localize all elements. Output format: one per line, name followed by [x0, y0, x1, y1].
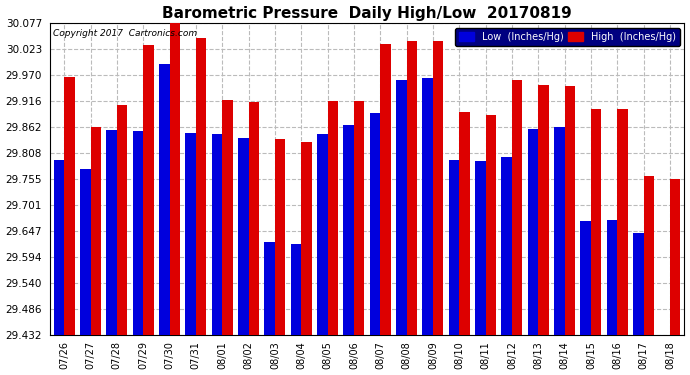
Legend: Low  (Inches/Hg), High  (Inches/Hg): Low (Inches/Hg), High (Inches/Hg) — [455, 28, 680, 46]
Bar — [460, 112, 470, 335]
Bar — [448, 160, 460, 335]
Bar — [159, 64, 170, 335]
Bar — [144, 45, 154, 335]
Bar — [344, 125, 354, 335]
Bar — [633, 233, 644, 335]
Bar — [222, 100, 233, 335]
Bar — [106, 130, 117, 335]
Bar — [380, 44, 391, 335]
Bar — [275, 139, 286, 335]
Bar — [64, 77, 75, 335]
Bar — [317, 134, 328, 335]
Bar — [512, 80, 522, 335]
Bar — [433, 41, 444, 335]
Title: Barometric Pressure  Daily High/Low  20170819: Barometric Pressure Daily High/Low 20170… — [162, 6, 572, 21]
Bar — [238, 138, 248, 335]
Bar — [528, 129, 538, 335]
Bar — [302, 142, 312, 335]
Bar — [170, 23, 180, 335]
Bar — [90, 127, 101, 335]
Bar — [54, 159, 64, 335]
Bar — [248, 102, 259, 335]
Bar — [475, 161, 486, 335]
Bar — [564, 86, 575, 335]
Bar — [607, 220, 618, 335]
Bar — [396, 80, 406, 335]
Bar — [406, 41, 417, 335]
Bar — [117, 105, 128, 335]
Bar — [370, 112, 380, 335]
Bar — [644, 176, 654, 335]
Bar — [554, 127, 564, 335]
Text: Copyright 2017  Cartronics.com: Copyright 2017 Cartronics.com — [53, 29, 197, 38]
Bar — [502, 157, 512, 335]
Bar — [196, 38, 206, 335]
Bar — [538, 84, 549, 335]
Bar — [486, 115, 496, 335]
Bar — [328, 101, 338, 335]
Bar — [264, 242, 275, 335]
Bar — [132, 132, 144, 335]
Bar — [422, 78, 433, 335]
Bar — [186, 133, 196, 335]
Bar — [618, 109, 628, 335]
Bar — [212, 134, 222, 335]
Bar — [580, 221, 591, 335]
Bar — [290, 244, 302, 335]
Bar — [80, 169, 90, 335]
Bar — [354, 101, 364, 335]
Bar — [670, 179, 680, 335]
Bar — [591, 109, 602, 335]
